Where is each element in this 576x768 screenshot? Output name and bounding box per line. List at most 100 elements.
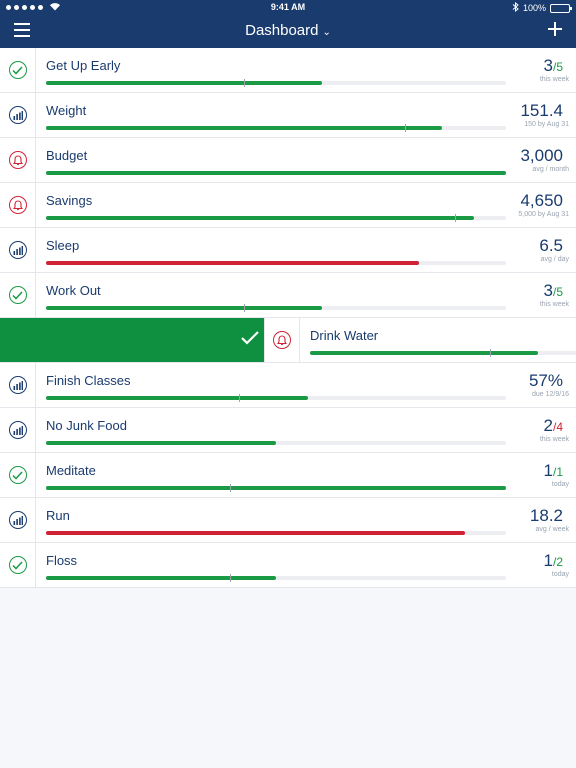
goal-name: Meditate — [46, 463, 96, 478]
goal-name: Budget — [46, 148, 88, 163]
value-current: 4,650 — [520, 191, 563, 210]
goal-type-button[interactable] — [0, 453, 36, 497]
goal-row[interactable]: Drink Water — [0, 318, 576, 363]
progress-bar — [46, 124, 506, 132]
progress-bar — [46, 484, 506, 492]
progress-bar — [46, 394, 506, 402]
goal-name: Work Out — [46, 283, 101, 298]
goal-subtext: today — [551, 571, 569, 578]
goal-name: Sleep — [46, 238, 80, 253]
progress-bar — [46, 574, 506, 582]
goal-subtext: this week — [539, 76, 569, 83]
goal-value: 151.4 — [520, 101, 563, 121]
goal-list: Get Up Early 3/5 this week Weight 151.4 150 b… — [0, 48, 576, 588]
bell-icon — [8, 196, 27, 214]
goal-value: 57% — [529, 371, 563, 391]
goal-value: 3/5 — [544, 281, 563, 301]
target-marker — [404, 124, 406, 132]
goal-row[interactable]: Sleep 6.5 avg / day — [0, 228, 576, 273]
chart-icon — [8, 376, 27, 394]
complete-swipe-action[interactable] — [0, 318, 264, 362]
value-current: 6.5 — [539, 236, 563, 255]
add-goal-icon[interactable] — [548, 22, 562, 36]
progress-fill — [46, 486, 506, 490]
goal-row[interactable]: Savings 4,650 5,000 by Aug 31 — [0, 183, 576, 228]
progress-bar — [46, 214, 506, 222]
goal-subtext: this week — [539, 301, 569, 308]
progress-bar — [46, 171, 506, 175]
menu-icon[interactable] — [14, 23, 30, 37]
value-goal: /4 — [552, 420, 563, 434]
goal-row[interactable]: Budget 3,000 avg / month — [0, 138, 576, 183]
dashboard-title-dropdown[interactable]: Dashboard ⌄ — [0, 22, 576, 39]
progress-fill — [46, 126, 442, 130]
chart-icon — [8, 241, 27, 259]
battery-icon — [550, 3, 572, 13]
goal-subtext: this week — [539, 436, 569, 443]
value-current: 1 — [543, 551, 553, 570]
progress-fill — [46, 171, 506, 175]
target-marker — [239, 394, 241, 402]
chevron-down-icon: ⌄ — [322, 27, 331, 38]
bluetooth-icon — [512, 1, 519, 14]
goal-value: 3,000 — [520, 146, 563, 166]
goal-subtext: 150 by Aug 31 — [524, 121, 569, 128]
goal-row[interactable]: Run 18.2 avg / week — [0, 498, 576, 543]
goal-type-button[interactable] — [0, 498, 36, 542]
progress-bar — [46, 531, 506, 535]
goal-subtext: today — [551, 481, 569, 488]
check-icon — [8, 286, 27, 304]
goal-type-button[interactable] — [0, 543, 36, 587]
wifi-icon — [49, 2, 61, 13]
goal-value: 4,650 — [520, 191, 563, 211]
progress-fill — [46, 531, 465, 535]
goal-row[interactable]: No Junk Food 2/4 this week — [0, 408, 576, 453]
goal-name: Savings — [46, 193, 93, 208]
progress-bar — [46, 79, 506, 87]
target-marker — [230, 484, 231, 492]
progress-fill — [46, 441, 276, 445]
goal-subtext: due 12/9/16 — [532, 391, 569, 398]
value-current: 3 — [543, 281, 553, 300]
goal-name: Finish Classes — [46, 373, 131, 388]
goal-value: 18.2 — [530, 506, 563, 526]
progress-bar — [46, 441, 506, 445]
goal-subtext: avg / month — [532, 166, 569, 173]
goal-subtext: avg / week — [535, 526, 569, 533]
goal-row[interactable]: Get Up Early 3/5 this week — [0, 48, 576, 93]
goal-name: Drink Water — [310, 328, 379, 343]
goal-type-button[interactable] — [0, 93, 36, 137]
checkmark-icon — [240, 330, 260, 351]
goal-row[interactable]: Work Out 3/5 this week — [0, 273, 576, 318]
goal-name: No Junk Food — [46, 418, 127, 433]
chart-icon — [8, 421, 27, 439]
value-goal: /1 — [552, 465, 563, 479]
goal-row[interactable]: Meditate 1/1 today — [0, 453, 576, 498]
goal-row[interactable]: Weight 151.4 150 by Aug 31 — [0, 93, 576, 138]
progress-bar — [46, 261, 506, 265]
goal-value: 1/1 — [544, 461, 563, 481]
chart-icon — [8, 106, 27, 124]
goal-type-button[interactable] — [264, 318, 300, 362]
goal-type-button[interactable] — [0, 408, 36, 452]
goal-type-button[interactable] — [0, 183, 36, 227]
value-goal: /5 — [552, 60, 563, 74]
goal-subtext: 5,000 by Aug 31 — [518, 211, 569, 218]
goal-value: 2/4 — [544, 416, 563, 436]
goal-type-button[interactable] — [0, 273, 36, 317]
goal-type-button[interactable] — [0, 363, 36, 407]
goal-row[interactable]: Floss 1/2 today — [0, 543, 576, 588]
goal-row[interactable]: Finish Classes 57% due 12/9/16 — [0, 363, 576, 408]
page-title: Dashboard — [245, 22, 319, 39]
value-current: 18.2 — [529, 506, 563, 525]
battery-percent: 100% — [522, 3, 546, 13]
target-marker — [243, 79, 245, 87]
value-goal: /5 — [552, 285, 563, 299]
progress-fill — [46, 396, 309, 400]
check-icon — [8, 556, 27, 574]
goal-type-button[interactable] — [0, 48, 36, 92]
goal-type-button[interactable] — [0, 228, 36, 272]
chart-icon — [8, 511, 27, 529]
goal-name: Weight — [46, 103, 87, 118]
goal-type-button[interactable] — [0, 138, 36, 182]
